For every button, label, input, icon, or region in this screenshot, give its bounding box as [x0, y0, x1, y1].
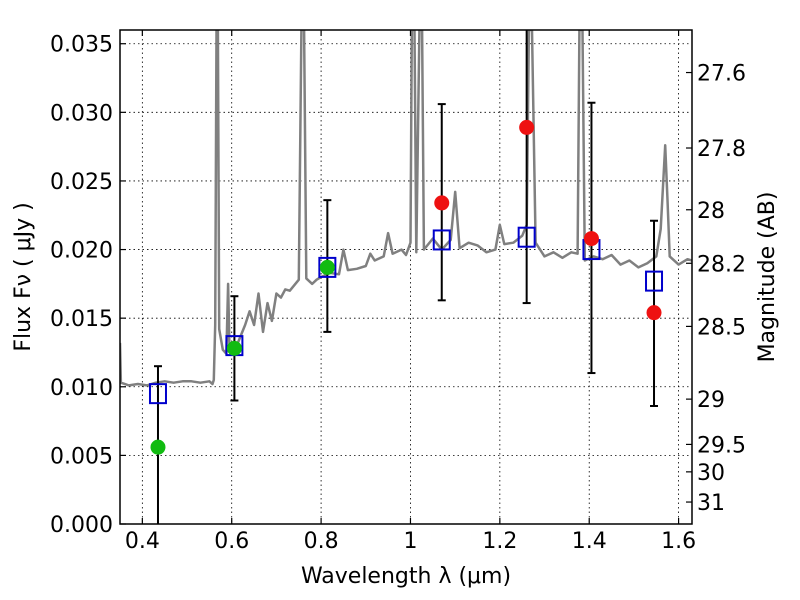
- right-tick-label: 28.5: [697, 315, 746, 340]
- model-photometry-square: [645, 270, 664, 292]
- x-axis-label: Wavelength λ (μm): [301, 564, 511, 589]
- right-tick-label: 29.5: [697, 433, 746, 458]
- right-tick-label: 28: [697, 199, 725, 224]
- y-tick-label: 0.020: [50, 239, 113, 264]
- right-tick-label: 27.8: [697, 137, 746, 162]
- x-tick-label: 0.8: [304, 529, 339, 554]
- x-tick-label: 1.2: [482, 529, 517, 554]
- y-tick-label: 0.015: [50, 307, 113, 332]
- y-tick-label: 0.005: [50, 444, 113, 469]
- y-tick-label: 0.000: [50, 513, 113, 538]
- x-tick-label: 1.6: [661, 529, 696, 554]
- y-axis-label: Flux Fν ( μJy ): [11, 202, 36, 351]
- x-tick-label: 0.4: [125, 529, 160, 554]
- x-tick-label: 1.4: [572, 529, 607, 554]
- upper-limit-point: [646, 305, 662, 321]
- x-tick-label: 0.6: [214, 529, 249, 554]
- right-tick-label: 27.6: [697, 62, 746, 87]
- model-photometry-square: [148, 383, 167, 405]
- template-spectrum: [120, 30, 692, 387]
- model-photometry-square: [517, 226, 536, 248]
- right-tick-label: 29: [697, 388, 725, 413]
- plot-frame: [119, 29, 693, 525]
- spectrum-line: [120, 30, 692, 387]
- data-points: [148, 119, 664, 455]
- upper-limit-point: [519, 119, 535, 135]
- right-tick-label: 30: [697, 461, 725, 486]
- detection-point: [319, 259, 335, 275]
- y-tick-label: 0.010: [50, 376, 113, 401]
- x-tick-label: 1: [403, 529, 417, 554]
- detection-point: [150, 439, 166, 455]
- axis-ticks: 0.4 0.6 0.8 1 1.2 1.4 1.6 0.000 0.005 0.010 0.015 0…: [50, 30, 746, 554]
- right-tick-label: 31: [697, 491, 725, 516]
- model-photometry-square: [432, 229, 451, 251]
- y-tick-label: 0.030: [50, 101, 113, 126]
- detection-point: [226, 340, 242, 356]
- upper-limit-point: [583, 231, 599, 247]
- grid-lines: [120, 30, 692, 525]
- y-tick-label: 0.025: [50, 170, 113, 195]
- right-tick-label: 28.2: [697, 252, 746, 277]
- upper-limit-point: [434, 195, 450, 211]
- model-photometry-square: [318, 256, 337, 278]
- right-axis-label: Magnitude (AB): [755, 192, 780, 363]
- y-tick-label: 0.035: [50, 33, 113, 58]
